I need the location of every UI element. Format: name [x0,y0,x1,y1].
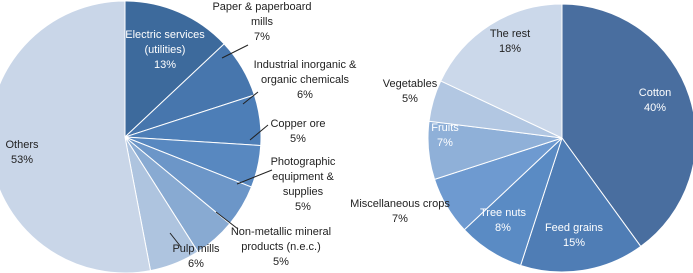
slice-label: Photographic equipment & supplies 5% [263,155,343,215]
category-name: Tree nuts [479,207,527,219]
slice-label: Others 53% [0,138,47,168]
category-name: Fruits [431,122,459,134]
value-label: 5% [273,256,289,268]
category-name: Photographic equipment & supplies [270,156,336,198]
category-name: The rest [489,28,531,40]
slice-label: Non-metallic mineral products (n.e.c.) 5% [226,225,336,270]
slice-label: Vegetables 5% [380,77,440,107]
slice-label: Copper ore 5% [258,117,338,147]
leader-line [249,124,269,141]
slice-label: Pulp mills 6% [166,242,226,272]
category-name: Industrial inorganic & organic chemicals [253,59,357,86]
pie-slice [519,136,642,273]
value-label: 40% [643,102,667,114]
category-name: Others [5,139,39,151]
category-name: Non-metallic mineral products (n.e.c.) [230,226,332,253]
slice-label: The rest 18% [480,27,540,57]
slice-label: Feed grains 15% [534,221,614,251]
slice-label: Tree nuts 8% [473,206,533,236]
category-name: Copper ore [270,118,326,130]
pie-slice [561,3,693,248]
slice-label: Industrial inorganic & organic chemicals… [250,58,360,103]
slice-label: Cotton 40% [625,86,685,116]
value-label: 8% [495,222,511,234]
pie-slice [440,3,563,139]
value-label: 7% [392,213,408,225]
value-label: 13% [153,59,177,71]
leader-line [221,44,249,59]
leader-line [242,91,259,105]
category-name: Cotton [638,87,672,99]
value-label: 7% [254,31,270,43]
leader-line [236,169,273,185]
value-label: 6% [188,258,204,270]
category-name: Miscellaneous crops [350,198,450,210]
category-name: Feed grains [544,222,604,234]
slice-label: Miscellaneous crops 7% [335,197,465,227]
slice-label: Fruits 7% [425,121,465,151]
leader-line [215,211,239,230]
category-name: Pulp mills [172,243,220,255]
value-label: 5% [290,133,306,145]
pie-slice [0,0,152,273]
value-label: 5% [295,201,311,213]
value-label: 6% [297,89,313,101]
category-name: Electric services (utilities) [125,29,205,56]
slice-label: Electric services (utilities) 13% [115,28,215,73]
leader-line [169,232,182,248]
value-label: 7% [437,137,453,149]
value-label: 18% [498,43,522,55]
value-label: 5% [402,93,418,105]
value-label: 15% [562,237,586,249]
category-name: Vegetables [382,78,438,90]
slice-label: Paper & paperboard mills 7% [207,0,317,45]
pie-slice [124,0,225,139]
category-name: Paper & paperboard mills [212,1,312,28]
value-label: 53% [10,154,34,166]
